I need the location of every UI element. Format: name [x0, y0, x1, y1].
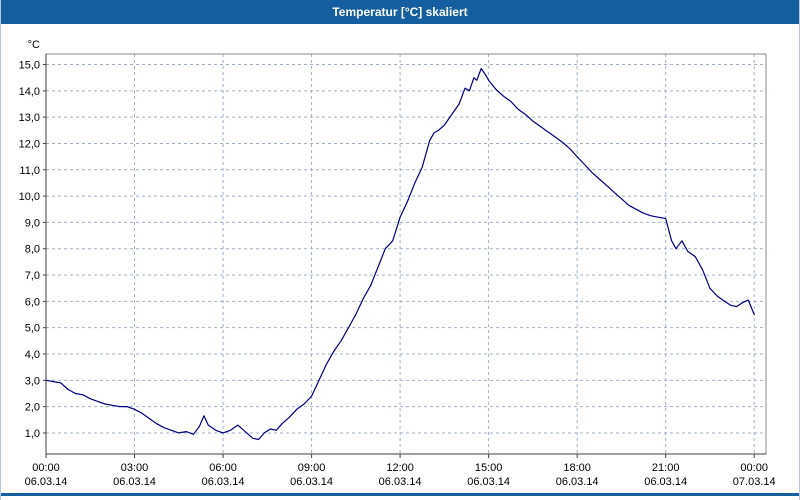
y-tick-label: 4,0 — [25, 349, 40, 361]
x-tick-date-label: 06.03.14 — [644, 476, 687, 488]
y-tick-label: 9,0 — [25, 217, 40, 229]
x-tick-date-label: 06.03.14 — [379, 476, 422, 488]
y-axis-unit-label: °C — [28, 39, 40, 51]
x-tick-time-label: 15:00 — [475, 462, 503, 474]
y-tick-label: 10,0 — [19, 191, 40, 203]
y-tick-label: 11,0 — [19, 165, 40, 177]
y-tick-label: 14,0 — [19, 86, 40, 98]
y-tick-label: 3,0 — [25, 375, 40, 387]
chart-title: Temperatur [°C] skaliert — [332, 5, 468, 19]
x-tick-date-label: 06.03.14 — [290, 476, 333, 488]
x-tick-date-label: 06.03.14 — [25, 476, 68, 488]
window-title-bar: Temperatur [°C] skaliert — [1, 0, 799, 24]
y-tick-label: 5,0 — [25, 323, 40, 335]
x-tick-time-label: 09:00 — [298, 462, 326, 474]
window-bottom-border — [1, 493, 799, 496]
chart-area: 1,0 2,0 3,0 4,0 5,0 6,0 7,0 8,0 9,0 10,0 11,0 12,0 1… — [1, 24, 799, 492]
temperature-series-line — [45, 67, 755, 441]
x-tick-date-label: 07.03.14 — [733, 476, 776, 488]
temperature-line-chart: 1,0 2,0 3,0 4,0 5,0 6,0 7,0 8,0 9,0 10,0 11,0 12,0 1… — [19, 39, 776, 488]
x-tick-time-label: 12:00 — [386, 462, 414, 474]
x-tick-date-label: 06.03.14 — [113, 476, 156, 488]
x-tick-time-label: 06:00 — [209, 462, 237, 474]
y-tick-label: 6,0 — [25, 296, 40, 308]
x-tick-time-label: 18:00 — [563, 462, 591, 474]
y-tick-label: 2,0 — [25, 402, 40, 414]
x-tick-date-label: 06.03.14 — [202, 476, 245, 488]
plot-border — [45, 53, 767, 455]
x-tick-time-label: 03:00 — [121, 462, 149, 474]
y-tick-label: 13,0 — [19, 112, 40, 124]
x-tick-time-label: 00:00 — [740, 462, 768, 474]
x-tick-date-label: 06.03.14 — [467, 476, 510, 488]
y-tick-label: 7,0 — [25, 270, 40, 282]
y-tick-label: 8,0 — [25, 244, 40, 256]
y-tick-label: 15,0 — [19, 60, 40, 72]
y-tick-label: 1,0 — [25, 428, 40, 440]
x-tick-time-label: 00:00 — [32, 462, 60, 474]
x-tick-date-label: 06.03.14 — [556, 476, 599, 488]
x-tick-time-label: 21:00 — [652, 462, 680, 474]
y-tick-label: 12,0 — [19, 138, 40, 150]
